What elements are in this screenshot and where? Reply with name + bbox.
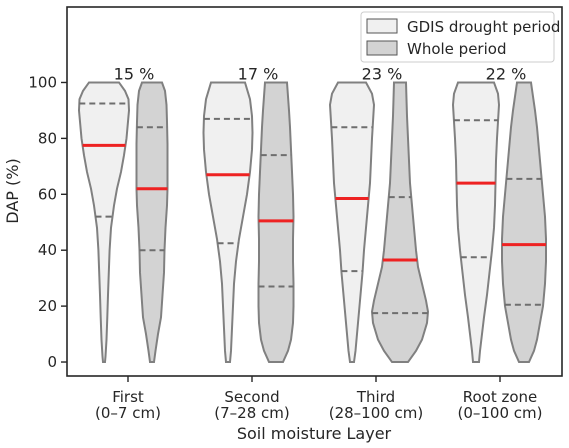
x-tick-label: Third [356,388,395,406]
percent-label: 15 % [114,64,155,83]
x-tick-sublabel: (0–7 cm) [95,404,161,422]
percent-label: 23 % [362,64,403,83]
violin-body [501,81,547,364]
legend-swatch-gdis [366,18,398,34]
x-tick-sublabel: (0–100 cm) [457,404,542,422]
violin-body [135,81,169,364]
legend-label-whole: Whole period [407,40,506,58]
y-axis-label: DAP (%) [3,158,22,223]
violin-body [451,81,501,364]
y-tick-label: 20 [38,297,57,315]
y-tick-label: 40 [38,241,57,259]
violin-body [328,81,376,364]
percent-label: 17 % [238,64,279,83]
x-tick-sublabel: (7–28 cm) [214,404,289,422]
y-axis: 0 20 40 60 80 100 [28,73,67,371]
x-tick-sublabel: (28–100 cm) [329,404,424,422]
legend: GDIS drought period Whole period [360,11,560,63]
x-tick-label: First [112,388,144,406]
legend-box [360,11,555,63]
y-tick-label: 60 [38,185,57,203]
violin-body [202,81,254,364]
x-tick-label: Second [224,388,279,406]
x-axis-label: Soil moisture Layer [237,424,392,443]
y-tick-label: 80 [38,129,57,147]
x-axis: First(0–7 cm) Second(7–28 cm) Third(28–100… [95,376,543,422]
violins-layer [77,81,547,364]
legend-swatch-whole [366,40,398,56]
violin-body [370,81,430,364]
y-tick-label: 100 [28,73,57,91]
y-tick-label: 0 [47,353,57,371]
percent-label: 22 % [486,64,527,83]
plot-area: 15 % 17 % 23 % 22 % [66,6,563,377]
x-tick-label: Root zone [463,388,538,406]
percent-labels: 15 % 17 % 23 % 22 % [114,64,527,83]
violin-body [77,81,131,364]
plot-frame [66,6,563,377]
legend-label-gdis: GDIS drought period [407,18,560,36]
